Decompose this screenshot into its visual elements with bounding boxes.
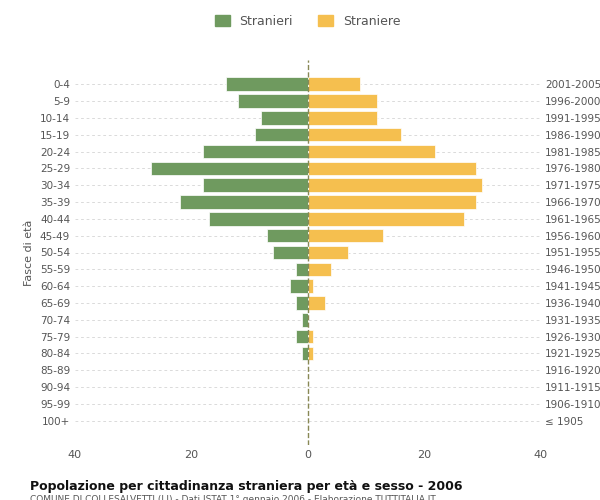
Bar [308,128,401,141]
Bar [226,78,308,91]
Y-axis label: Fasce di età: Fasce di età [25,220,34,286]
Bar [308,330,313,344]
Bar [296,296,308,310]
Bar [238,94,308,108]
Bar [296,262,308,276]
Bar [209,212,308,226]
Bar [290,280,308,293]
Legend: Stranieri, Straniere: Stranieri, Straniere [209,10,406,33]
Bar [308,145,436,158]
Bar [151,162,308,175]
Bar [308,246,348,259]
Bar [308,280,313,293]
Bar [255,128,308,141]
Text: COMUNE DI COLLESALVETTI (LI) - Dati ISTAT 1° gennaio 2006 - Elaborazione TUTTITA: COMUNE DI COLLESALVETTI (LI) - Dati ISTA… [30,495,436,500]
Bar [272,246,308,259]
Bar [308,78,360,91]
Bar [308,229,383,242]
Bar [308,162,476,175]
Bar [302,313,308,326]
Bar [267,229,308,242]
Bar [308,346,313,360]
Bar [308,262,331,276]
Bar [308,212,464,226]
Bar [308,94,377,108]
Bar [203,145,308,158]
Bar [308,196,476,209]
Bar [308,178,482,192]
Bar [296,330,308,344]
Bar [179,196,308,209]
Bar [308,296,325,310]
Bar [302,346,308,360]
Bar [308,111,377,124]
Bar [261,111,308,124]
Bar [203,178,308,192]
Text: Popolazione per cittadinanza straniera per età e sesso - 2006: Popolazione per cittadinanza straniera p… [30,480,463,493]
